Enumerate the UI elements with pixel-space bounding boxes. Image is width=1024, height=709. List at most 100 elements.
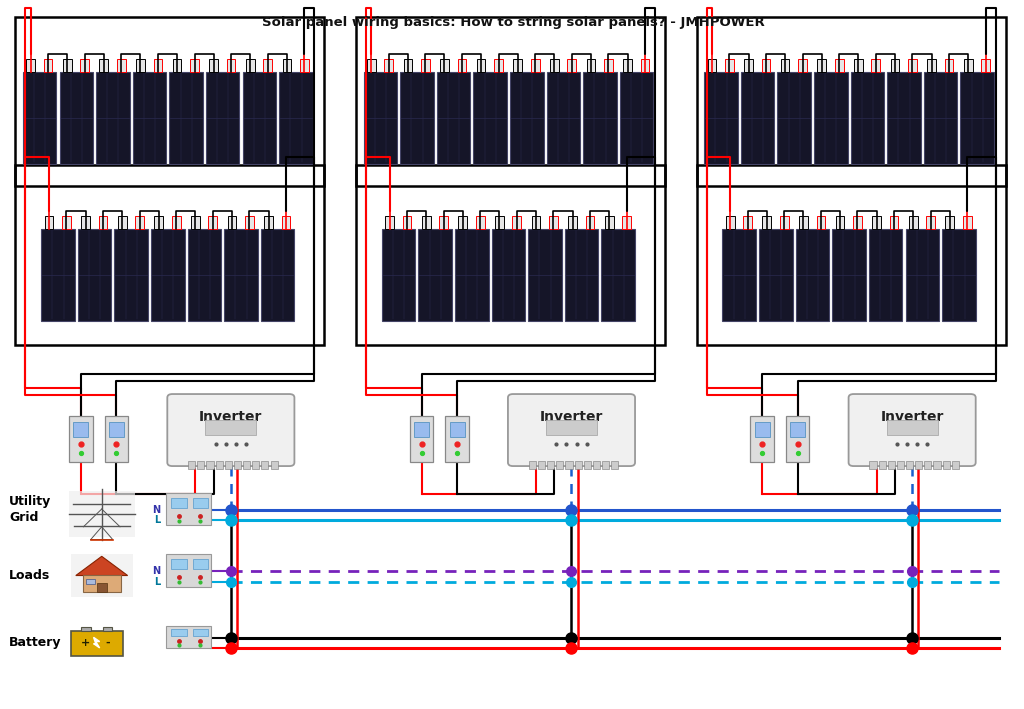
Bar [400,72,434,164]
Bar [421,60,430,72]
Bar [927,60,936,72]
Bar [869,229,902,320]
Bar [528,229,562,320]
Bar [71,631,123,657]
Bar [981,60,990,72]
Bar [261,229,295,320]
Bar [414,422,429,437]
Bar [81,627,90,631]
Bar [871,60,881,72]
Bar [224,229,258,320]
Bar [410,416,433,462]
Bar [115,229,148,320]
Bar [402,216,412,229]
Bar [708,60,716,72]
Bar [264,216,273,229]
Bar [492,229,525,320]
Bar [887,72,921,164]
Bar [943,461,949,469]
Bar [81,216,90,229]
Bar [836,216,845,229]
Bar [166,625,211,648]
Bar [897,461,904,469]
Bar [762,60,770,72]
Bar [15,17,325,186]
Bar [151,229,184,320]
Bar [799,216,808,229]
Bar [193,559,208,569]
Bar [531,216,541,229]
Bar [270,461,278,469]
Bar [23,72,56,164]
Bar [45,216,53,229]
Bar [283,60,291,72]
Bar [71,554,133,597]
Bar [98,216,108,229]
Bar [549,216,558,229]
Bar [891,60,899,72]
Bar [584,461,591,469]
Bar [814,72,848,164]
Bar [62,60,72,72]
Bar [422,216,430,229]
Bar [759,229,793,320]
Bar [853,216,862,229]
Bar [207,461,214,469]
Bar [495,216,504,229]
Bar [961,72,994,164]
Bar [263,60,272,72]
Bar [243,461,250,469]
Bar [233,461,241,469]
Bar [280,72,312,164]
Bar [816,216,825,229]
Bar [104,416,128,462]
Bar [171,498,186,508]
Bar [356,17,665,186]
Bar [547,72,581,164]
Bar [193,629,208,636]
Bar [574,461,582,469]
Bar [300,60,308,72]
Bar [246,60,255,72]
Bar [455,229,488,320]
Text: Inverter: Inverter [540,410,603,424]
Bar [964,60,973,72]
Bar [117,60,126,72]
Bar [835,60,844,72]
Bar [83,575,121,592]
Text: Solar panel wiring basics: How to string solar panels? - JMHPOWER: Solar panel wiring basics: How to string… [262,16,765,28]
Bar [944,60,953,72]
Bar [512,216,521,229]
Bar [550,60,559,72]
Bar [586,216,594,229]
Bar [226,60,236,72]
Bar [70,416,92,462]
Bar [924,72,957,164]
Bar [915,461,923,469]
Bar [191,216,200,229]
Bar [188,461,196,469]
Bar [27,60,35,72]
Bar [458,60,466,72]
Bar [538,461,545,469]
Bar [419,229,452,320]
Bar [96,72,130,164]
Bar [187,229,221,320]
Bar [556,461,563,469]
Bar [102,627,112,631]
Bar [172,216,180,229]
Bar [80,60,89,72]
Bar [568,216,577,229]
Bar [477,60,485,72]
Bar [136,60,144,72]
Bar [15,165,325,345]
Bar [243,72,276,164]
Bar [510,72,544,164]
Bar [567,60,577,72]
Bar [135,216,144,229]
Text: +: + [81,637,90,647]
Bar [216,461,223,469]
Bar [890,216,898,229]
Bar [905,229,939,320]
Bar [833,229,866,320]
